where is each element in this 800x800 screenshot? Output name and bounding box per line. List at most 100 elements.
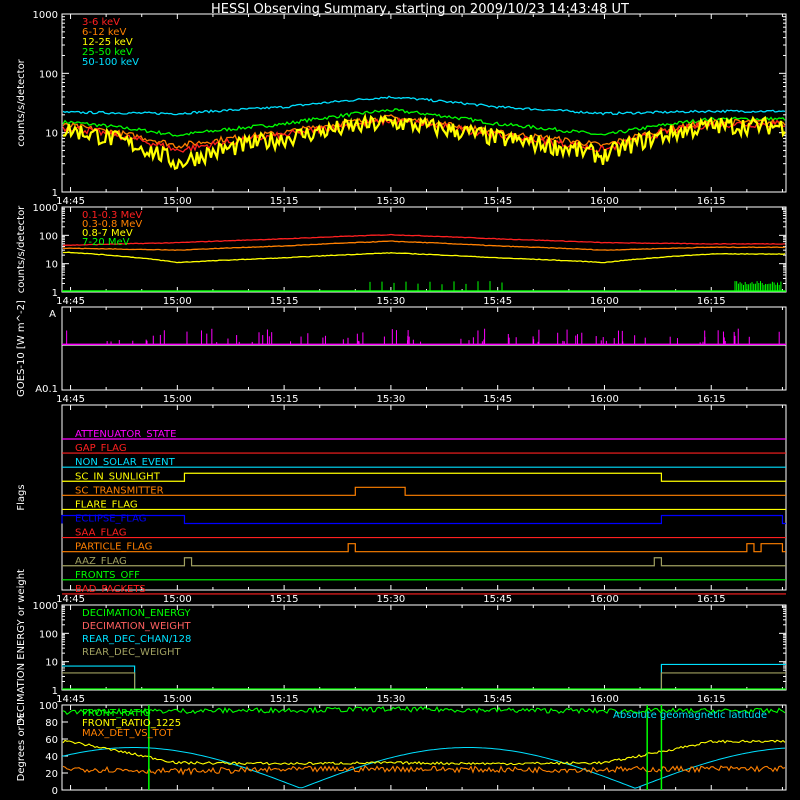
legend-entry: MAX_DET_VS_TOT xyxy=(82,728,174,739)
x-tick-label: 14:45 xyxy=(56,196,85,207)
y-tick-label: 0 xyxy=(52,786,58,797)
series-line-12-25-keV xyxy=(63,112,786,171)
x-tick-label: 16:00 xyxy=(590,694,619,705)
y-tick-label: A0.1 xyxy=(35,384,58,395)
x-tick-label: 15:15 xyxy=(270,296,299,307)
x-tick-label: 15:00 xyxy=(163,694,192,705)
legend-entry: FRONT_RATIO_1225 xyxy=(82,718,181,729)
series-line-MAX_DET_VS_TOT xyxy=(62,765,786,776)
y-tick-label: 10 xyxy=(45,129,58,140)
y-tick-label: 100 xyxy=(39,629,58,640)
x-tick-label: 14:45 xyxy=(56,394,85,405)
panel-frame xyxy=(61,306,787,391)
panel-flags: 14:45 15:00 15:15 15:30 15:45 16:00 16:15 Flags… xyxy=(16,404,787,605)
y-tick-label: 1000 xyxy=(33,601,58,612)
x-tick-label: 15:45 xyxy=(483,594,512,605)
legend-entry: DECIMATION_ENERGY xyxy=(82,608,191,619)
y-tick-label: A xyxy=(49,309,56,320)
legend-entry: REAR_DEC_CHAN/128 xyxy=(82,634,191,645)
series-line-left xyxy=(62,672,136,689)
series-line-geomagnetic-latitude xyxy=(61,747,786,789)
x-tick-label: 15:15 xyxy=(270,394,299,405)
y-axis-label: DECIMATION ENERGY or weight xyxy=(16,569,27,726)
x-tick-label: 15:15 xyxy=(270,694,299,705)
series-line-0.3-0.8-MeV xyxy=(62,240,786,251)
y-tick-label: 100 xyxy=(39,69,58,80)
x-tick-label: 16:00 xyxy=(590,196,619,207)
x-tick-label: 15:30 xyxy=(376,694,405,705)
legend-entry: 25-50 keV xyxy=(82,47,133,58)
x-tick-label: 15:15 xyxy=(270,594,299,605)
x-tick-label: 14:45 xyxy=(56,296,85,307)
x-tick-label: 14:45 xyxy=(56,594,85,605)
x-tick-label: 15:00 xyxy=(163,394,192,405)
y-tick-label: 100 xyxy=(39,701,58,712)
y-axis-label: counts/s/detector xyxy=(16,205,27,293)
flag-label: ATTENUATOR_STATE xyxy=(75,429,176,440)
x-tick-label: 15:30 xyxy=(376,394,405,405)
annotation-geomagnetic: Absolute geomagnetic latitude xyxy=(613,710,767,721)
x-tick-label: 15:30 xyxy=(376,296,405,307)
y-tick-label: 1000 xyxy=(33,203,58,214)
flag-label: AAZ_FLAG xyxy=(75,556,127,567)
y-tick-label: 40 xyxy=(45,752,58,763)
y-tick-label: 20 xyxy=(45,769,58,780)
x-tick-label: 16:15 xyxy=(697,594,726,605)
x-tick-label: 15:30 xyxy=(376,594,405,605)
x-tick-label: 15:45 xyxy=(483,394,512,405)
x-tick-label: 16:15 xyxy=(697,296,726,307)
x-tick-label: 16:15 xyxy=(697,694,726,705)
panel-decimation: 14:45 15:00 15:15 15:30 15:45 16:00 16:15 DECIM… xyxy=(16,569,787,726)
flag-trace xyxy=(62,557,786,567)
y-axis-label: Flags xyxy=(16,484,27,510)
x-tick-label: 16:15 xyxy=(697,196,726,207)
x-tick-label: 15:45 xyxy=(483,694,512,705)
y-tick-label: 10 xyxy=(45,260,58,271)
series-line-50-100-keV xyxy=(62,95,786,116)
series-line-3-6-keV xyxy=(62,116,786,155)
x-tick-label: 14:45 xyxy=(56,694,85,705)
x-tick-label: 15:15 xyxy=(270,196,299,207)
flag-trace xyxy=(61,514,786,525)
legend-entry: 3-6 keV xyxy=(82,17,120,28)
panel-hi_energy: 14:45 15:00 15:15 15:30 15:45 16:00 16:15 count… xyxy=(16,203,787,307)
y-axis-label: Degrees or % xyxy=(16,714,27,782)
x-tick-label: 15:00 xyxy=(163,296,192,307)
panel-frame xyxy=(61,404,787,591)
y-tick-label: 1 xyxy=(52,686,58,697)
flag-label: SC_IN_SUNLIGHT xyxy=(75,471,161,482)
x-tick-label: 16:00 xyxy=(590,296,619,307)
x-tick-label: 15:45 xyxy=(483,196,512,207)
series-line-FRONT_RATIO_1225 xyxy=(62,739,786,766)
flag-label: SC_TRANSMITTER xyxy=(75,485,164,496)
series-line-0.8-7-MeV xyxy=(63,251,786,264)
panel-frame xyxy=(61,13,787,193)
legend-entry: 6-12 keV xyxy=(82,27,126,38)
x-tick-label: 16:00 xyxy=(590,594,619,605)
x-tick-label: 15:00 xyxy=(163,594,192,605)
panel-goes: 14:45 15:00 15:15 15:30 15:45 16:00 16:15 GOES-… xyxy=(16,300,787,405)
panel-frame xyxy=(61,206,787,293)
flag-trace xyxy=(62,472,786,482)
series-line-right xyxy=(660,672,786,689)
legend-entry: 50-100 keV xyxy=(82,57,139,68)
legend-entry: REAR_DEC_WEIGHT xyxy=(82,647,181,658)
y-tick-label: 1000 xyxy=(33,10,58,21)
flag-trace xyxy=(62,543,786,553)
legend-entry: FRONT_RATIO xyxy=(82,708,151,719)
x-tick-label: 15:00 xyxy=(163,196,192,207)
y-tick-label: 1 xyxy=(52,288,58,299)
series-line-0.1-0.3-MeV xyxy=(62,233,786,247)
flag-label: SAA_FLAG xyxy=(75,528,126,539)
legend-entry: 12-25 keV xyxy=(82,37,133,48)
flag-label: GAP_FLAG xyxy=(75,443,127,454)
y-axis-label: counts/s/detector xyxy=(16,58,27,146)
y-axis-label: GOES-10 [W m^-2] xyxy=(16,300,27,397)
x-tick-label: 15:30 xyxy=(376,196,405,207)
x-tick-label: 15:45 xyxy=(483,296,512,307)
y-tick-label: 80 xyxy=(45,718,58,729)
flag-trace xyxy=(62,486,786,496)
y-tick-label: 100 xyxy=(39,231,58,242)
figure-title: HESSI Observing Summary, starting on 200… xyxy=(211,2,629,17)
